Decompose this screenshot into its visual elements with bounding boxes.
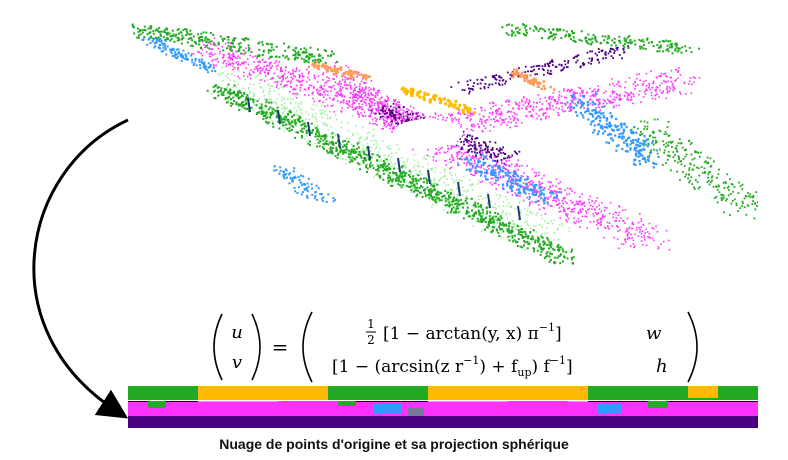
figure-caption: Nuage de points d'origine et sa projecti… [219, 436, 569, 452]
row1-close: ] [555, 324, 562, 344]
row2-sub: up [517, 366, 531, 379]
row1-body: [1 − arctan(y, x) π [383, 324, 539, 344]
point-cloud-image [128, 8, 758, 306]
half-numerator: 1 [367, 317, 375, 331]
equals-sign: = [272, 335, 289, 359]
row2-sup2: −1 [550, 354, 566, 367]
spherical-projection-equation: u v = 1 2 [1 − arctan(y, x) π−1] w [1 − … [200, 308, 710, 386]
row1-factor-w: w [646, 323, 662, 344]
row2-end: ] [566, 357, 573, 377]
row2-factor-h: h [656, 356, 668, 377]
arrow-path [32, 118, 129, 419]
vector-u: u [231, 322, 243, 343]
row2-mid: ) + f [479, 357, 519, 377]
vector-v: v [232, 352, 242, 373]
projection-pixels [128, 386, 758, 428]
row2-close: ) f [532, 357, 552, 377]
point-cloud-points [131, 23, 758, 265]
row2-sup1: −1 [463, 354, 479, 367]
row2-body: [1 − (arcsin(z r [332, 357, 464, 377]
half-denominator: 2 [367, 333, 375, 347]
spherical-projection-image [128, 386, 758, 428]
row1-sup: −1 [539, 321, 555, 334]
